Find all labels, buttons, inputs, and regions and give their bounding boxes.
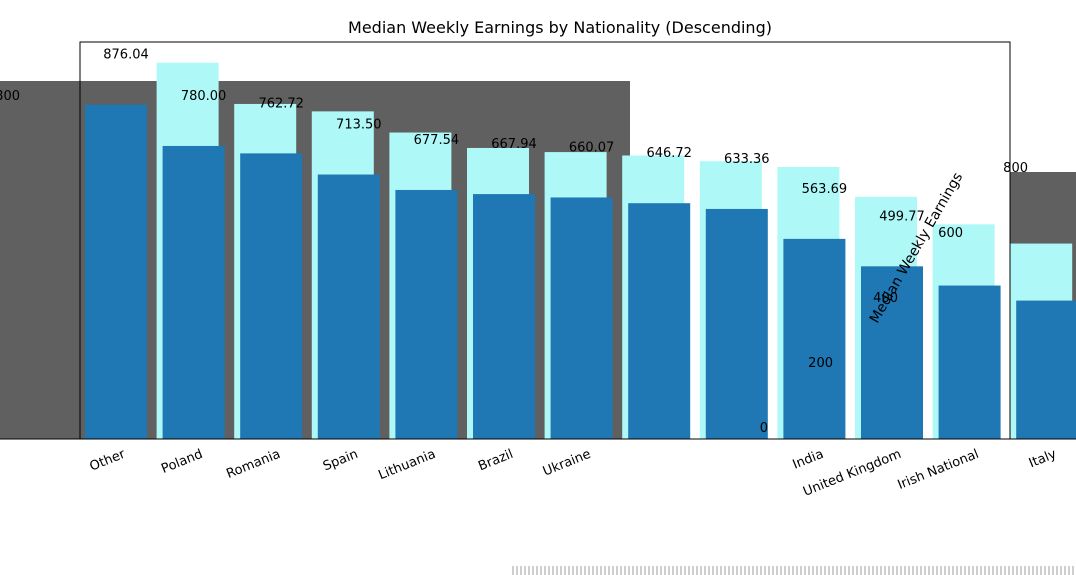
bar-value-label: 780.00 [181,89,227,104]
x-tick-label: Brazil [476,447,515,474]
bar-value-label: 713.50 [336,118,382,133]
bar [938,285,1001,439]
chart-title: Median Weekly Earnings by Nationality (D… [348,18,772,37]
bar [705,208,768,439]
x-tick-label: Other [88,447,128,475]
bar [550,197,613,439]
horizontal-scrollbar[interactable] [512,566,1076,575]
bar-value-label: 762.72 [258,96,304,111]
bar-value-label: 667.94 [491,137,537,152]
x-tick-label: Irish National [896,447,981,493]
bar-value-label: 876.04 [103,48,149,63]
x-tick-label: Lithuania [376,447,437,483]
x-tick-label: Poland [159,447,205,477]
x-tick-label: Italy [1027,447,1059,472]
x-tick-label: Ukraine [541,447,593,480]
bar [861,266,923,439]
bar-value-label: 563.69 [802,182,848,197]
bar-value-label: 633.36 [724,152,770,167]
bar-value-label: 646.72 [646,146,692,161]
y-tick-label: 0 [760,421,768,436]
bar [783,238,846,439]
y-tick-label: 800 [1003,161,1028,176]
bar-value-label: 660.07 [569,140,615,155]
bar-value-label: 677.54 [414,133,460,148]
y-tick-label: 200 [808,356,833,371]
y-tick-label: 800 [0,89,20,104]
x-tick-label: Spain [321,447,360,475]
y-tick-label: 400 [873,291,898,306]
bar [473,194,535,439]
x-tick-label: Romania [224,447,282,482]
bar-value-label: 499.77 [879,209,925,224]
bar [162,145,225,440]
x-tick-label: India [791,447,826,473]
bar [85,104,147,440]
bar [628,203,691,439]
bar [1016,300,1076,439]
y-tick-label: 600 [938,226,963,241]
bar [395,189,458,439]
bar [317,174,380,439]
bar [240,153,303,440]
